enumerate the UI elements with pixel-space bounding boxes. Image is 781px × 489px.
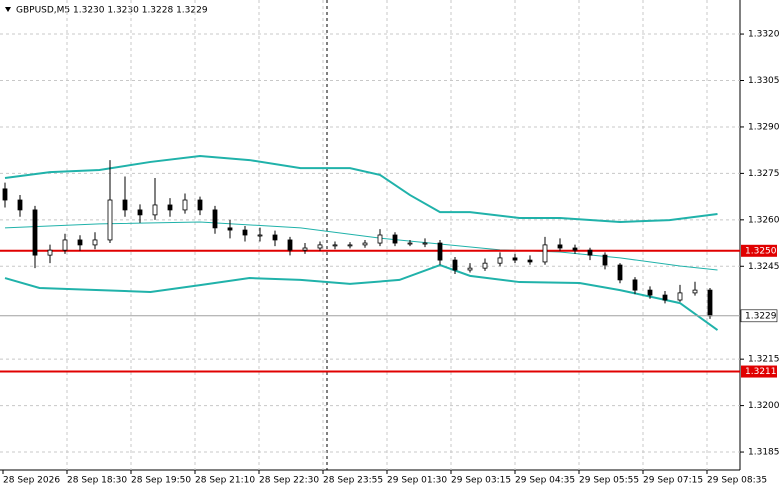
y-tick-label: 1.3290 <box>748 122 780 132</box>
candle-body <box>152 204 158 216</box>
candle-body <box>122 199 128 211</box>
candle-body <box>662 294 668 301</box>
y-tick-label: 1.3260 <box>748 215 780 225</box>
candle-body <box>62 239 68 251</box>
candle-body <box>512 257 518 261</box>
x-tick-label: 28 Sep 19:50 <box>131 476 191 486</box>
candle-body <box>617 264 623 281</box>
candle-body <box>107 199 113 241</box>
level-label: 1.3211 <box>745 367 777 377</box>
candle-body <box>17 199 23 211</box>
bollinger-band <box>4 263 719 331</box>
candle-body <box>497 257 503 264</box>
candle-body <box>92 239 98 246</box>
y-tick-label: 1.3320 <box>748 30 780 40</box>
candle-body <box>362 242 368 246</box>
candle-body <box>167 204 173 211</box>
current-price-label: 1.3229 <box>745 311 777 321</box>
x-tick-label: 29 Sep 07:15 <box>643 476 703 486</box>
candle-body <box>302 247 308 251</box>
candle-body <box>287 239 293 251</box>
chart-title: GBPUSD,M5 1.3230 1.3230 1.3228 1.3229 <box>16 6 208 16</box>
bollinger-band <box>4 221 718 271</box>
candle-body <box>332 244 338 247</box>
candle-body <box>647 289 653 296</box>
x-tick-label: 29 Sep 05:55 <box>579 476 639 486</box>
x-tick-label: 28 Sep 22:30 <box>259 476 319 486</box>
candle-body <box>257 234 263 237</box>
candle-body <box>77 239 83 246</box>
level-label-box <box>741 365 777 378</box>
candle-body <box>377 234 383 244</box>
candle-body <box>407 242 413 245</box>
candle-body <box>32 209 38 256</box>
x-tick-label: 28 Sep 21:10 <box>195 476 255 486</box>
candle-body <box>482 262 488 269</box>
y-tick-label: 1.3200 <box>748 401 780 411</box>
x-tick-label: 29 Sep 08:35 <box>707 476 767 486</box>
candle-body <box>392 234 398 244</box>
candle-body <box>197 199 203 211</box>
candle-body <box>227 227 233 231</box>
candle-body <box>587 249 593 256</box>
candle-body <box>212 209 218 229</box>
y-tick-label: 1.3275 <box>748 169 780 179</box>
x-tick-label: 29 Sep 04:35 <box>515 476 575 486</box>
bollinger-band <box>4 155 718 223</box>
candle-body <box>602 254 608 266</box>
candle-body <box>452 259 458 271</box>
candle-body <box>677 292 683 301</box>
candle-body <box>242 229 248 236</box>
candle-body <box>272 234 278 241</box>
candle-body <box>707 289 713 317</box>
current-price-box <box>740 309 778 323</box>
x-tick-label: 28 Sep 2026 <box>3 476 60 486</box>
candle-body <box>182 199 188 211</box>
candle-body <box>527 259 533 263</box>
candle-body <box>632 279 638 291</box>
x-tick-label: 29 Sep 01:30 <box>387 476 447 486</box>
candle-body <box>467 267 473 271</box>
y-tick-label: 1.3305 <box>748 76 780 86</box>
candle-body <box>557 244 563 249</box>
level-label-box <box>741 244 777 257</box>
y-tick-label: 1.3215 <box>748 355 780 365</box>
x-tick-label: 28 Sep 23:55 <box>323 476 383 486</box>
candle-body <box>437 242 443 261</box>
candle-body <box>2 188 8 201</box>
candle-body <box>542 244 548 263</box>
title-arrow <box>5 7 11 12</box>
y-tick-label: 1.3185 <box>748 448 780 458</box>
candle-body <box>572 247 578 251</box>
candle-body <box>137 209 143 216</box>
candle-body <box>47 249 53 256</box>
candle-body <box>347 244 353 247</box>
level-label: 1.3250 <box>745 246 777 256</box>
x-tick-label: 29 Sep 03:15 <box>451 476 511 486</box>
candle-body <box>692 289 698 294</box>
candle-body <box>317 244 323 249</box>
candle-body <box>422 242 428 245</box>
x-tick-label: 28 Sep 18:30 <box>67 476 127 486</box>
y-tick-label: 1.3245 <box>748 262 780 272</box>
